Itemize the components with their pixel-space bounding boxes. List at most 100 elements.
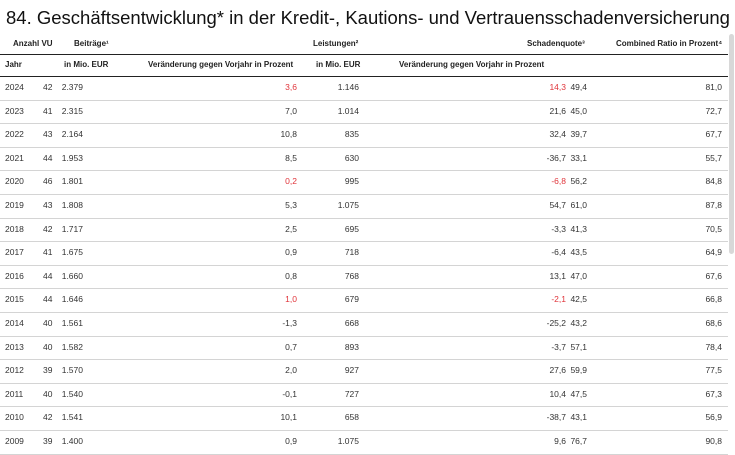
cell-beitraege: 2.315 [61, 105, 83, 116]
cell-schadenquote: 41,3 [570, 223, 587, 234]
cell-anzahl-vu: 40 [43, 341, 53, 352]
cell-beitraege: 1.660 [61, 270, 83, 281]
cell-combined-ratio: 70,5 [705, 223, 722, 234]
cell-beitraege-change: 2,5 [285, 223, 297, 234]
cell-leistungen: 835 [344, 129, 359, 140]
cell-jahr: 2014 [5, 317, 24, 328]
header-combined-ratio: Combined Ratio in Prozent⁴ [616, 39, 723, 48]
cell-jahr: 2011 [5, 388, 24, 399]
cell-leistungen-change: 9,6 [554, 435, 566, 446]
cell-beitraege-change: 0,7 [285, 341, 297, 352]
cell-jahr: 2017 [5, 247, 24, 258]
cell-leistungen: 995 [344, 176, 359, 187]
cell-anzahl-vu: 43 [43, 129, 53, 140]
cell-leistungen-change: -3,7 [551, 341, 566, 352]
cell-leistungen-change: 32,4 [549, 129, 566, 140]
cell-combined-ratio: 55,7 [705, 152, 722, 163]
cell-schadenquote: 39,7 [570, 129, 587, 140]
cell-combined-ratio: 72,7 [705, 105, 722, 116]
cell-combined-ratio: 90,8 [705, 435, 722, 446]
cell-beitraege: 2.164 [61, 129, 83, 140]
cell-anzahl-vu: 41 [43, 105, 53, 116]
cell-jahr: 2021 [5, 152, 24, 163]
cell-schadenquote: 49,4 [570, 82, 587, 92]
table-row: 2009 39 1.400 0,9 1.075 9,6 76,7 90,8 [0, 431, 728, 455]
cell-jahr: 2016 [5, 270, 24, 281]
cell-beitraege: 1.400 [61, 435, 83, 446]
cell-anzahl-vu: 43 [43, 199, 53, 210]
table-row: 2019 43 1.808 5,3 1.075 54,7 61,0 87,8 [0, 195, 728, 219]
cell-beitraege: 1.541 [61, 412, 83, 423]
table-row: 2016 44 1.660 0,8 768 13,1 47,0 67,6 [0, 266, 728, 290]
cell-combined-ratio: 64,9 [705, 247, 722, 258]
cell-schadenquote: 43,5 [570, 247, 587, 258]
table-row: 2011 40 1.540 -0,1 727 10,4 47,5 67,3 [0, 384, 728, 408]
cell-anzahl-vu: 39 [43, 365, 53, 376]
cell-leistungen: 893 [344, 341, 359, 352]
table-row: 2015 44 1.646 1,0 679 -2,1 42,5 66,8 [0, 289, 728, 313]
header-beitraege: Beiträge¹ [74, 39, 109, 48]
page-title: 84. Geschäftsentwicklung* in der Kredit-… [6, 7, 730, 28]
cell-anzahl-vu: 40 [43, 388, 53, 399]
cell-schadenquote: 47,5 [570, 388, 587, 399]
header-leistungen-change: Veränderung gegen Vorjahr in Prozent [399, 60, 545, 69]
cell-schadenquote: 33,1 [570, 152, 587, 163]
cell-anzahl-vu: 42 [43, 223, 53, 234]
cell-combined-ratio: 67,3 [705, 388, 722, 399]
cell-schadenquote: 42,5 [570, 294, 587, 305]
cell-anzahl-vu: 40 [43, 317, 53, 328]
cell-leistungen-change: -3,3 [551, 223, 566, 234]
table-header-sub: Jahr in Mio. EUR Veränderung gegen Vorja… [0, 54, 728, 77]
cell-beitraege-change: 5,3 [285, 199, 297, 210]
vertical-scrollbar[interactable] [729, 34, 734, 254]
cell-jahr: 2012 [5, 365, 24, 376]
cell-leistungen: 1.146 [337, 82, 359, 92]
cell-jahr: 2024 [5, 82, 24, 92]
cell-beitraege-change: 7,0 [285, 105, 297, 116]
cell-combined-ratio: 56,9 [705, 412, 722, 423]
cell-leistungen: 695 [344, 223, 359, 234]
cell-schadenquote: 43,1 [570, 412, 587, 423]
cell-schadenquote: 59,9 [570, 365, 587, 376]
cell-beitraege-change: 1,0 [285, 294, 297, 305]
cell-beitraege: 1.561 [61, 317, 83, 328]
cell-jahr: 2010 [5, 412, 24, 423]
cell-combined-ratio: 68,6 [705, 317, 722, 328]
cell-jahr: 2013 [5, 341, 24, 352]
header-leistungen-unit: in Mio. EUR [316, 60, 361, 69]
cell-beitraege: 1.717 [61, 223, 83, 234]
cell-combined-ratio: 67,6 [705, 270, 722, 281]
cell-schadenquote: 61,0 [570, 199, 587, 210]
cell-combined-ratio: 78,4 [705, 341, 722, 352]
cell-anzahl-vu: 39 [43, 435, 53, 446]
cell-schadenquote: 76,7 [570, 435, 587, 446]
header-schadenquote: Schadenquote³ [527, 39, 585, 48]
table-header-top: Anzahl VU Beiträge¹ Leistungen² Schadenq… [0, 34, 728, 55]
cell-anzahl-vu: 42 [43, 82, 53, 92]
table-row: 2013 40 1.582 0,7 893 -3,7 57,1 78,4 [0, 337, 728, 361]
cell-beitraege: 1.582 [61, 341, 83, 352]
cell-combined-ratio: 66,8 [705, 294, 722, 305]
cell-schadenquote: 56,2 [570, 176, 587, 187]
cell-beitraege-change: 0,9 [285, 247, 297, 258]
cell-anzahl-vu: 44 [43, 152, 53, 163]
header-beitraege-unit: in Mio. EUR [64, 60, 109, 69]
cell-beitraege-change: 3,6 [285, 82, 297, 92]
table-row: 2024 42 2.379 3,6 1.146 14,3 49,4 81,0 [0, 77, 728, 101]
cell-leistungen-change: -2,1 [551, 294, 566, 305]
cell-leistungen: 630 [344, 152, 359, 163]
cell-leistungen-change: 27,6 [549, 365, 566, 376]
cell-leistungen: 927 [344, 365, 359, 376]
cell-leistungen: 768 [344, 270, 359, 281]
cell-jahr: 2020 [5, 176, 24, 187]
cell-leistungen: 1.075 [337, 199, 359, 210]
cell-beitraege-change: 0,2 [285, 176, 297, 187]
table-row: 2022 43 2.164 10,8 835 32,4 39,7 67,7 [0, 124, 728, 148]
cell-combined-ratio: 81,0 [705, 82, 722, 92]
cell-leistungen-change: 10,4 [549, 388, 566, 399]
cell-beitraege: 1.540 [61, 388, 83, 399]
cell-beitraege-change: -1,3 [282, 317, 297, 328]
table-row: 2014 40 1.561 -1,3 668 -25,2 43,2 68,6 [0, 313, 728, 337]
cell-anzahl-vu: 44 [43, 270, 53, 281]
cell-combined-ratio: 84,8 [705, 176, 722, 187]
